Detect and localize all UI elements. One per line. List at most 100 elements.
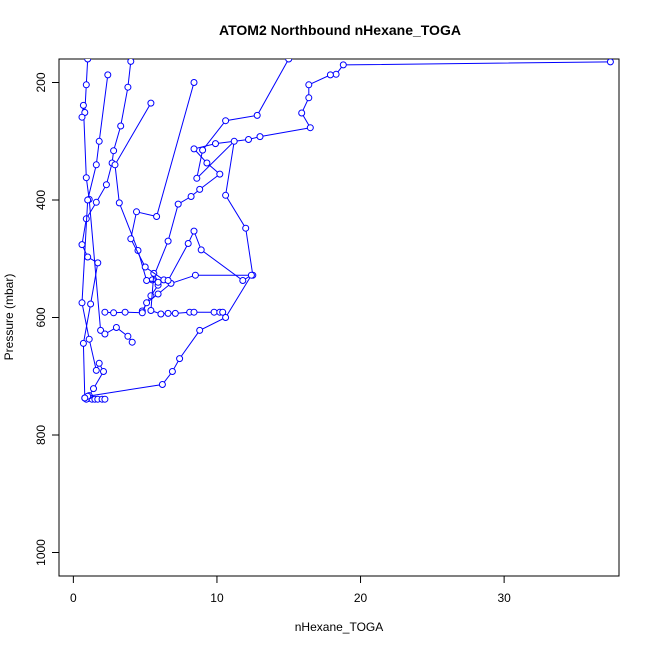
- data-point: [84, 253, 92, 261]
- series-line: [81, 74, 109, 400]
- y-axis-label: Pressure (mbar): [2, 274, 16, 361]
- data-point: [94, 259, 102, 267]
- data-point: [97, 326, 105, 334]
- y-tick-label: 1000: [34, 539, 48, 566]
- data-point: [305, 81, 313, 89]
- data-point: [164, 309, 172, 317]
- data-point: [253, 111, 261, 119]
- data-point: [164, 237, 172, 245]
- data-point: [196, 185, 204, 193]
- data-point: [216, 170, 224, 178]
- data-point: [82, 81, 90, 89]
- y-tick-label: 600: [34, 307, 48, 327]
- data-point: [242, 224, 250, 232]
- data-point: [219, 308, 227, 316]
- data-point: [111, 161, 119, 169]
- data-point: [196, 326, 204, 334]
- data-point: [84, 59, 92, 63]
- data-point: [81, 394, 89, 402]
- data-point: [147, 99, 155, 107]
- x-axis: 0 10 20 30: [70, 575, 511, 605]
- data-point: [184, 240, 192, 247]
- data-point: [339, 61, 347, 69]
- y-axis: 200 400 600 800 1000: [34, 72, 60, 566]
- data-point: [230, 137, 238, 145]
- data-point: [92, 366, 100, 374]
- x-tick-label: 20: [354, 591, 368, 605]
- data-point: [143, 277, 151, 284]
- x-axis-label: nHexane_TOGA: [295, 620, 384, 634]
- data-point: [115, 199, 123, 207]
- data-point: [102, 181, 110, 189]
- data-point: [92, 198, 100, 206]
- data-point: [245, 136, 252, 143]
- data-point: [256, 133, 264, 141]
- data-point: [606, 59, 614, 66]
- data-point: [127, 59, 135, 65]
- data-point: [222, 117, 230, 125]
- series-line: [141, 61, 611, 312]
- data-point: [101, 308, 109, 316]
- data-point: [306, 124, 314, 132]
- data-point: [158, 381, 166, 388]
- x-tick-label: 10: [210, 591, 224, 605]
- data-point: [128, 338, 136, 346]
- data-point: [154, 290, 162, 298]
- data-point: [298, 109, 306, 117]
- data-point: [117, 122, 125, 130]
- series-line: [81, 61, 132, 400]
- x-tick-label: 30: [497, 591, 511, 605]
- data-point: [191, 271, 199, 279]
- data-point: [95, 359, 103, 367]
- chart-title: ATOM2 Northbound nHexane_TOGA: [219, 22, 461, 38]
- data-point: [199, 146, 207, 154]
- data-point: [110, 309, 118, 317]
- data-point: [90, 385, 97, 393]
- data-point: [78, 299, 86, 307]
- data-point: [190, 227, 198, 235]
- series-3: [78, 59, 135, 403]
- data-point: [210, 308, 218, 316]
- data-point: [138, 309, 146, 317]
- data-point: [157, 310, 165, 318]
- data-point: [285, 59, 293, 63]
- data-point: [305, 94, 313, 102]
- y-tick-label: 400: [34, 190, 48, 210]
- data-point: [212, 140, 219, 148]
- data-point: [147, 307, 155, 314]
- data-point: [190, 308, 198, 316]
- data-point: [153, 213, 161, 220]
- data-point: [110, 147, 118, 155]
- series-2: [101, 59, 293, 317]
- y-tick-label: 800: [34, 425, 48, 445]
- data-point: [247, 271, 255, 279]
- data-point: [87, 300, 95, 308]
- data-point: [121, 308, 129, 316]
- data-point: [79, 339, 87, 347]
- series-layer: [78, 59, 614, 403]
- data-point: [164, 277, 172, 284]
- plot-frame: [58, 58, 620, 577]
- data-point: [190, 79, 198, 86]
- data-point: [193, 174, 201, 182]
- data-point: [92, 161, 100, 169]
- x-tick-label: 0: [70, 591, 77, 605]
- data-point: [101, 330, 109, 338]
- y-tick-label: 200: [34, 72, 48, 92]
- data-point: [332, 70, 340, 78]
- data-point: [104, 71, 112, 79]
- data-point: [101, 395, 109, 403]
- data-point: [100, 368, 107, 375]
- data-point: [95, 137, 103, 145]
- data-point: [84, 196, 92, 204]
- data-point: [79, 101, 87, 109]
- data-point: [168, 368, 176, 375]
- data-point: [222, 191, 230, 199]
- data-point: [176, 355, 184, 363]
- data-point: [141, 263, 149, 271]
- data-point: [143, 299, 151, 307]
- data-point: [190, 145, 198, 153]
- data-point: [78, 113, 86, 121]
- data-point: [112, 324, 120, 331]
